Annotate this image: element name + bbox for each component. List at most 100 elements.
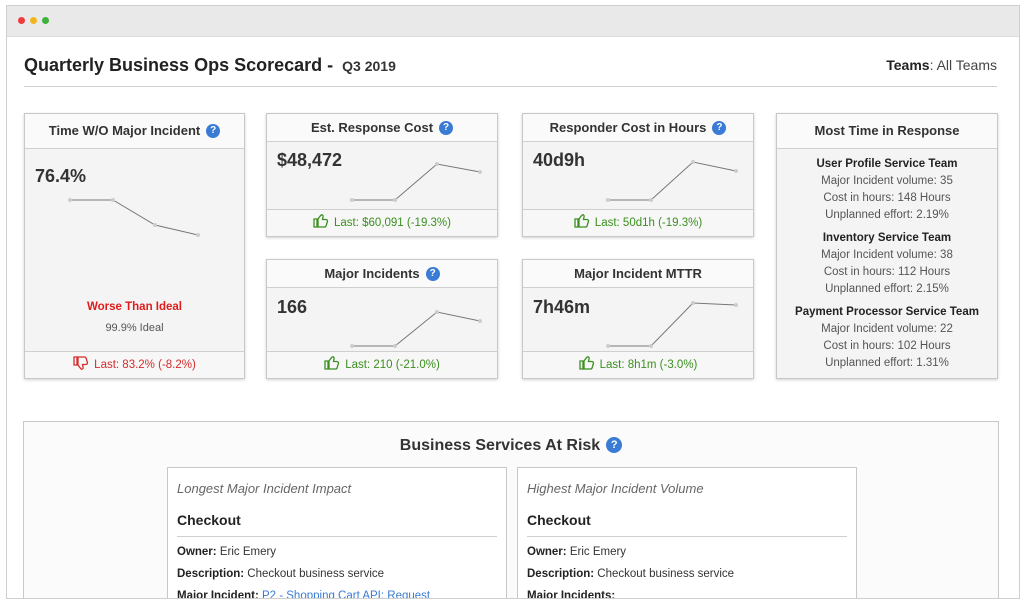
card-title: Major Incidents (324, 266, 420, 281)
incident-line: Major Incident: P2 - Shopping Cart API: … (177, 590, 431, 599)
team-cost-hours: Cost in hours: 112 Hours (823, 266, 951, 278)
page-title: Quarterly Business Ops Scorecard - Q3 20… (24, 55, 396, 76)
team-unplanned-effort: Unplanned effort: 2.15% (825, 283, 949, 295)
mttr-card: Major Incident MTTR 7h46m Last: 8h1m (-3… (522, 259, 754, 379)
metric-value: $48,472 (277, 150, 343, 170)
teams-filter[interactable]: Teams: All Teams (886, 57, 997, 73)
last-period-comparison: Last: 83.2% (-8.2%) (25, 351, 244, 378)
sparkline-point (691, 160, 695, 164)
team-incident-volume: Major Incident volume: 38 (821, 249, 953, 261)
card-title: Most Time in Response (814, 123, 960, 138)
sparkline-point (393, 344, 397, 348)
metric-value: 7h46m (533, 297, 591, 317)
divider (177, 536, 497, 537)
sparkline-point (435, 310, 439, 314)
team-unplanned-effort: Unplanned effort: 1.31% (825, 357, 949, 369)
question-circle-icon[interactable]: ? (425, 266, 440, 281)
window-titlebar (7, 6, 1019, 37)
maximize-window-button[interactable] (42, 17, 49, 24)
last-value: Last: 8h1m (-3.0%) (599, 359, 698, 371)
question-circle-icon[interactable]: ? (439, 120, 454, 135)
last-period-comparison: Last: 8h1m (-3.0%) (523, 351, 753, 378)
card-header: Time W/O Major Incident? (25, 114, 244, 149)
incident-link[interactable]: P2 - Shopping Cart API: Request (258, 590, 431, 599)
sparkline-point (196, 233, 200, 237)
description-label: Description: (177, 568, 245, 580)
owner-label: Owner: (527, 546, 567, 558)
close-window-button[interactable] (18, 17, 25, 24)
sparkline-point (734, 169, 738, 173)
sparkline (606, 160, 738, 202)
incident-label: Major Incident: (177, 590, 259, 599)
team-unplanned-effort: Unplanned effort: 2.19% (825, 209, 949, 221)
sparkline-point (606, 198, 610, 202)
sparkline-point (649, 344, 653, 348)
team-name: Inventory Service Team (822, 232, 952, 244)
sparkline-point (350, 344, 354, 348)
last-value: Last: 83.2% (-8.2%) (94, 359, 196, 371)
metric-value: 76.4% (35, 166, 87, 186)
sparkline-point (68, 198, 72, 202)
question-circle-icon[interactable]: ? (206, 123, 221, 138)
sparkline-point (734, 303, 738, 307)
response-cost-card: Est. Response Cost? $48,472 Last: $60,09… (266, 113, 498, 237)
sparkline-point (606, 344, 610, 348)
risk-card-subtitle: Highest Major Incident Volume (527, 481, 704, 496)
sparkline-point (478, 170, 482, 174)
thumbs-up-icon (574, 214, 589, 228)
browser-window: Quarterly Business Ops Scorecard - Q3 20… (6, 5, 1020, 599)
sparkline-point (111, 198, 115, 202)
thumbs-up-icon (313, 214, 329, 228)
team-cost-hours: Cost in hours: 148 Hours (823, 192, 951, 204)
longest-impact-card: Longest Major Incident Impact Checkout O… (167, 467, 507, 599)
metric-value: 166 (277, 297, 308, 317)
sparkline (606, 301, 738, 348)
minimize-window-button[interactable] (30, 17, 37, 24)
incident-line: Major Incidents: (527, 590, 616, 599)
last-value: Last: $60,091 (-19.3%) (334, 217, 451, 229)
card-title: Responder Cost in Hours (549, 120, 707, 135)
card-header: Most Time in Response (777, 114, 997, 149)
business-services-at-risk-panel: Business Services At Risk? Longest Major… (23, 421, 999, 599)
team-summary: Inventory Service Team Major Incident vo… (777, 230, 997, 298)
owner-label: Owner: (177, 546, 217, 558)
status-worse-than-ideal: Worse Than Ideal (86, 301, 182, 313)
sparkline (68, 198, 200, 237)
card-header: Major Incidents? (267, 260, 497, 288)
question-circle-icon[interactable]: ? (712, 120, 727, 135)
quarter-label: Q3 2019 (342, 58, 396, 74)
thumbs-up-icon (578, 356, 594, 370)
card-title: Major Incident MTTR (574, 266, 702, 281)
risk-card-subtitle: Longest Major Incident Impact (177, 481, 352, 496)
sparkline-point (435, 162, 439, 166)
card-title: Est. Response Cost (310, 120, 434, 135)
team-summary: Payment Processor Service Team Major Inc… (777, 304, 997, 372)
thumbs-down-icon (73, 356, 89, 370)
owner-value: Eric Emery (216, 546, 277, 558)
question-circle-icon[interactable]: ? (606, 436, 623, 453)
section-title-text: Business Services At Risk (399, 437, 601, 454)
incidents-label: Major Incidents: (527, 590, 616, 599)
service-name[interactable]: Checkout (527, 512, 591, 528)
owner-line: Owner: Eric Emery (527, 546, 626, 558)
major-incidents-card: Major Incidents? 166 Last: 210 (-21.0%) (266, 259, 498, 379)
description-line: Description: Checkout business service (527, 568, 734, 580)
team-name: User Profile Service Team (816, 158, 958, 170)
last-value: Last: 50d1h (-19.3%) (594, 217, 703, 229)
last-period-comparison: Last: 50d1h (-19.3%) (523, 209, 753, 236)
sparkline-point (393, 198, 397, 202)
team-name: Payment Processor Service Team (795, 306, 979, 318)
service-name[interactable]: Checkout (177, 512, 241, 528)
description-label: Description: (527, 568, 595, 580)
teams-value: : All Teams (929, 57, 997, 73)
team-incident-volume: Major Incident volume: 35 (821, 175, 953, 187)
sparkline-point (153, 223, 157, 227)
most-time-in-response-card: Most Time in Response User Profile Servi… (776, 113, 998, 379)
card-header: Responder Cost in Hours? (523, 114, 753, 142)
divider (527, 536, 847, 537)
card-title: Time W/O Major Incident (48, 123, 201, 138)
card-header: Major Incident MTTR (523, 260, 753, 288)
last-period-comparison: Last: 210 (-21.0%) (267, 351, 497, 378)
sparkline-point (649, 198, 653, 202)
description-value: Checkout business service (594, 568, 735, 580)
